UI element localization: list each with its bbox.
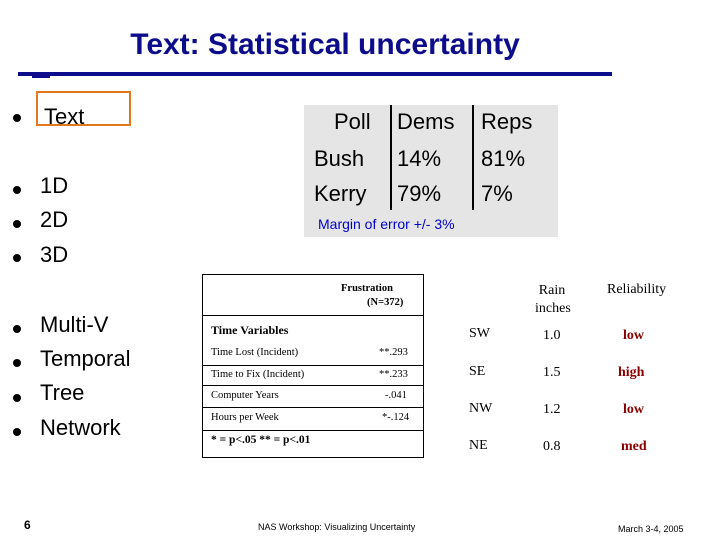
margin-of-error: Margin of error +/- 3% <box>318 216 455 232</box>
row-divider <box>203 430 423 431</box>
reliability-cell: high <box>618 365 645 380</box>
rain-cell: 1.0 <box>543 328 561 343</box>
poll-cell: 81% <box>481 146 526 171</box>
bullet-dot <box>13 325 21 333</box>
row-divider <box>203 385 423 386</box>
frustration-table: Frustration (N=372) Time Variables Time … <box>202 274 424 458</box>
poll-header: Dems <box>397 109 455 134</box>
bullet-item: 1D <box>40 173 69 198</box>
highlight-box <box>36 91 131 126</box>
poll-cell: 79% <box>397 181 442 206</box>
poll-cell: Kerry <box>314 181 367 206</box>
bullet-item: Temporal <box>40 346 131 371</box>
bullet-dot <box>13 254 21 262</box>
bullet-dot <box>13 428 21 436</box>
rain-reliability-table: Rain inches Reliability SW 1.0 low SE 1.… <box>425 274 705 464</box>
title-underline <box>18 72 612 76</box>
footer-date: March 3-4, 2005 <box>618 524 684 534</box>
row-label: Time to Fix (Incident) <box>211 369 305 380</box>
rain-cell: 0.8 <box>543 439 561 454</box>
footer-event: NAS Workshop: Visualizing Uncertainty <box>258 522 416 532</box>
table-header: Frustration <box>341 283 393 294</box>
bullet-dot <box>13 359 21 367</box>
bullet-item: Multi-V <box>40 312 109 337</box>
bullet-dot <box>13 186 21 194</box>
reliability-cell: low <box>623 402 644 417</box>
poll-cell: 7% <box>481 181 513 206</box>
region-cell: SE <box>469 364 486 379</box>
title-underline-accent <box>32 74 50 78</box>
region-cell: NE <box>469 438 488 453</box>
table-subheader: (N=372) <box>367 297 404 308</box>
reliability-cell: low <box>623 328 644 343</box>
bullet-item: Network <box>40 415 121 440</box>
rain-cell: 1.2 <box>543 402 561 417</box>
column-header: Reliability <box>607 282 667 297</box>
row-value: **.233 <box>379 369 408 380</box>
bullet-item: 3D <box>40 242 69 267</box>
rain-cell: 1.5 <box>543 365 561 380</box>
row-label: Computer Years <box>211 390 279 401</box>
poll-header: Poll <box>334 109 371 134</box>
row-divider <box>203 407 423 408</box>
slide-title: Text: Statistical uncertainty <box>130 28 520 61</box>
poll-header: Reps <box>481 109 533 134</box>
row-label: Time Lost (Incident) <box>211 347 299 358</box>
section-label: Time Variables <box>211 323 289 337</box>
bullet-item: Tree <box>40 380 85 405</box>
row-label: Hours per Week <box>211 412 279 423</box>
row-divider <box>203 315 423 316</box>
poll-cell: 14% <box>397 146 442 171</box>
poll-table: Poll Dems Reps Bush 14% 81% Kerry 79% 7%… <box>304 105 558 237</box>
bullet-dot <box>13 394 21 402</box>
region-cell: NW <box>469 401 493 416</box>
row-value: *-.124 <box>382 412 410 423</box>
region-cell: SW <box>469 326 490 341</box>
reliability-cell: med <box>621 439 647 454</box>
column-divider <box>472 105 474 210</box>
bullet-dot <box>13 114 21 122</box>
significance-note: * = p<.05 ** = p<.01 <box>211 434 311 446</box>
bullet-item: 2D <box>40 207 69 232</box>
slide-number: 6 <box>24 518 31 532</box>
row-divider <box>203 365 423 366</box>
poll-cell: Bush <box>314 146 365 171</box>
column-header: Rain inches <box>535 283 571 316</box>
bullet-dot <box>13 220 21 228</box>
row-value: -.041 <box>385 390 407 401</box>
column-divider <box>390 105 392 210</box>
row-value: **.293 <box>379 347 408 358</box>
